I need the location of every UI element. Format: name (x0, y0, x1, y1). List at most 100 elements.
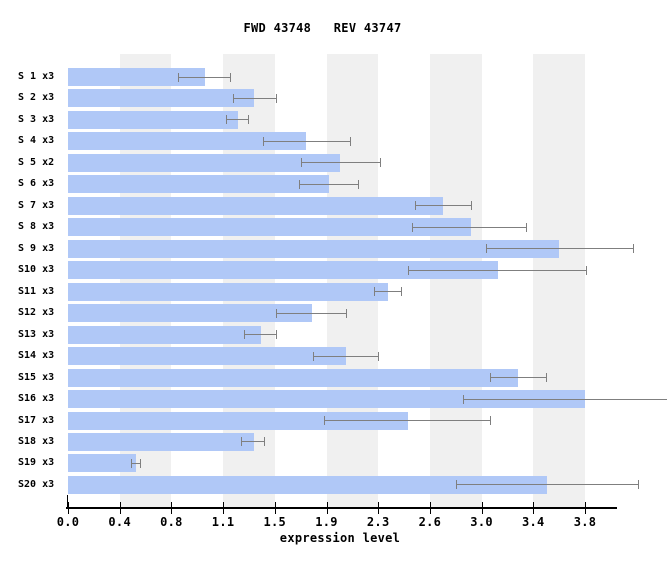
y-axis-label: S 8 x3 (18, 221, 55, 233)
y-axis-label: S15 x3 (18, 371, 55, 383)
y-axis-label: S17 x3 (18, 414, 55, 426)
y-axis-label: S 2 x3 (18, 92, 55, 104)
x-tick-label: 0.8 (160, 515, 183, 529)
error-bar-cap (262, 136, 264, 146)
background-stripe (533, 54, 585, 507)
bar (68, 110, 239, 129)
bar (68, 196, 444, 215)
x-tick-label: 2.3 (366, 515, 390, 529)
error-bar-line (489, 377, 546, 379)
error-bar-cap (140, 458, 142, 468)
y-axis-label: S18 x3 (18, 435, 55, 447)
error-bar-cap (414, 201, 416, 211)
error-bar-cap (489, 416, 491, 426)
error-bar-cap (276, 308, 278, 318)
bar (68, 132, 307, 151)
bar (68, 89, 255, 108)
bar (68, 239, 560, 258)
y-axis-stub (67, 495, 68, 508)
y-axis-label: S 3 x3 (18, 113, 55, 125)
error-bar-cap (526, 222, 528, 232)
error-bar-cap (247, 115, 249, 125)
y-axis-label: S16 x3 (18, 393, 55, 405)
y-axis-label: S14 x3 (18, 350, 55, 362)
x-axis-line (66, 507, 617, 509)
bar (68, 218, 471, 237)
error-bar-cap (345, 308, 347, 318)
x-axis-title: expression level (279, 531, 401, 545)
error-bar-cap (455, 480, 457, 490)
x-tick-label: 3.8 (573, 515, 597, 529)
x-tick (274, 502, 276, 514)
bar (68, 325, 262, 344)
error-bar-cap (232, 93, 234, 103)
error-bar-cap (276, 330, 278, 340)
y-axis-label: S13 x3 (18, 328, 55, 340)
error-bar-cap (263, 437, 265, 447)
y-axis-label: S10 x3 (18, 264, 55, 276)
error-bar-cap (229, 72, 231, 82)
error-bar-line (178, 76, 230, 78)
x-tick-label: 1.5 (263, 515, 287, 529)
error-bar-line (412, 226, 527, 228)
chart-title: FWD 43748 REV 43747 (243, 21, 402, 35)
error-bar-cap (178, 72, 180, 82)
error-bar-line (323, 420, 490, 422)
error-bar-cap (462, 394, 464, 404)
error-bar-cap (300, 158, 302, 168)
error-bar-line (485, 248, 633, 250)
background-stripe (429, 54, 482, 507)
error-bar-cap (276, 93, 278, 103)
error-bar-line (243, 334, 277, 336)
error-bar-cap (545, 373, 547, 383)
y-axis-label: S 1 x3 (18, 71, 55, 82)
y-axis-label: S20 x3 (18, 478, 55, 490)
bar (68, 282, 388, 301)
error-bar-cap (378, 351, 380, 361)
y-axis-label: S19 x3 (18, 457, 55, 469)
bar (68, 304, 312, 323)
error-bar-line (462, 398, 667, 400)
error-bar-cap (299, 179, 301, 189)
bar (68, 454, 137, 473)
y-axis-label: S 6 x3 (18, 178, 55, 190)
x-tick-label: 0.4 (108, 515, 131, 529)
error-bar-cap (470, 201, 472, 211)
bar (68, 261, 498, 280)
x-tick (481, 502, 483, 514)
y-axis-label: S 7 x3 (18, 199, 55, 211)
error-bar-cap (485, 244, 487, 254)
x-tick-label: 3.4 (522, 515, 545, 529)
y-axis-label: S 4 x3 (18, 135, 55, 147)
error-bar-cap (412, 222, 414, 232)
error-bar-cap (243, 330, 245, 340)
error-bar-line (299, 183, 358, 185)
background-stripe (326, 54, 379, 507)
x-tick-label: 0.0 (56, 515, 80, 529)
bar (68, 390, 585, 409)
error-bar-cap (586, 265, 588, 275)
error-bar-cap (349, 136, 351, 146)
bar (68, 347, 346, 366)
bar (68, 153, 341, 172)
x-tick-label: 2.6 (418, 515, 442, 529)
error-bar-cap (240, 437, 242, 447)
bar (68, 411, 409, 430)
y-axis-label: S12 x3 (18, 307, 55, 319)
error-bar-cap (638, 480, 640, 490)
y-axis-label: S 9 x3 (18, 242, 55, 254)
x-tick (326, 502, 328, 514)
x-tick (68, 502, 69, 514)
error-bar-line (225, 119, 248, 121)
x-tick (171, 502, 173, 514)
error-bar-line (374, 291, 402, 293)
error-bar-cap (401, 287, 403, 297)
error-bar-line (262, 140, 350, 142)
error-bar-line (232, 97, 277, 99)
error-bar-line (408, 269, 587, 271)
y-axis-label: S11 x3 (18, 285, 55, 297)
error-bar-line (414, 205, 471, 207)
error-bar-line (300, 162, 380, 164)
bar (68, 68, 206, 86)
x-tick-label: 1.1 (211, 515, 235, 529)
